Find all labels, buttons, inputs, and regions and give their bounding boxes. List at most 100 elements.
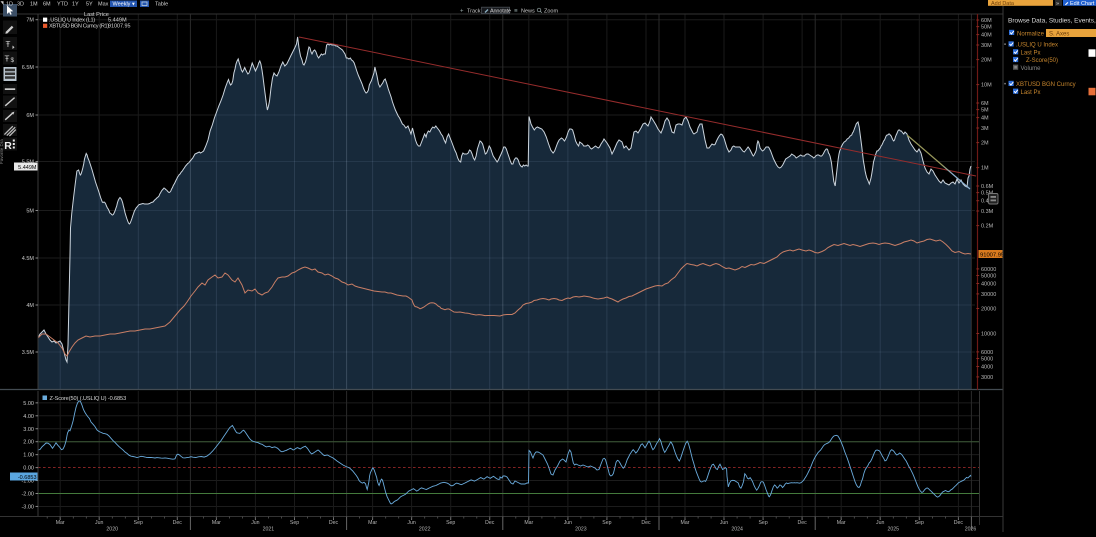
svg-text:30000: 30000 (981, 292, 996, 298)
svg-text:.USLIQ U Index: .USLIQ U Index (1016, 43, 1058, 49)
svg-text:Dec: Dec (485, 520, 495, 526)
svg-text:0.4M: 0.4M (981, 199, 994, 205)
svg-text:2025: 2025 (888, 527, 900, 533)
svg-text:0.3M: 0.3M (981, 209, 994, 215)
svg-text:Zoom: Zoom (544, 8, 558, 14)
svg-text:20M: 20M (981, 58, 992, 64)
svg-text:0.2M: 0.2M (981, 224, 994, 230)
svg-text:»: » (1056, 1, 1059, 7)
svg-text:R: R (4, 140, 12, 152)
svg-text:2M: 2M (981, 141, 989, 147)
svg-text:Dec: Dec (954, 520, 964, 526)
svg-text:1Y: 1Y (72, 2, 79, 8)
svg-text:2024: 2024 (731, 527, 743, 533)
svg-text:Last Px: Last Px (1021, 90, 1041, 96)
svg-text:30M: 30M (981, 43, 992, 49)
svg-text:$: $ (11, 57, 15, 64)
svg-text:40M: 40M (981, 33, 992, 39)
svg-text:5.449M: 5.449M (18, 165, 37, 171)
svg-text:50M: 50M (981, 25, 992, 31)
svg-text:Browse Data, Studies, Events,: Browse Data, Studies, Events, et (1008, 18, 1096, 25)
svg-text:4M: 4M (26, 303, 34, 309)
svg-text:Dec: Dec (329, 520, 339, 526)
svg-text:0.5M: 0.5M (981, 191, 994, 197)
svg-text:XBTUSD BGN Curncy (R1): XBTUSD BGN Curncy (R1) (49, 24, 109, 30)
svg-text:7M: 7M (26, 18, 34, 24)
svg-text:Mar: Mar (212, 520, 221, 526)
svg-text:•: • (1004, 43, 1006, 49)
svg-text:-0.6853: -0.6853 (18, 475, 37, 481)
svg-text:Mar: Mar (368, 520, 377, 526)
svg-text:-1.00: -1.00 (21, 479, 34, 485)
svg-text:60000: 60000 (981, 267, 996, 273)
svg-text:-3.00: -3.00 (21, 504, 34, 510)
svg-text:6.5M: 6.5M (22, 65, 35, 71)
svg-text:XBTUSD BGN Curncy: XBTUSD BGN Curncy (1016, 82, 1076, 88)
svg-text:Z-Score(50) (.USLIQ U) -0.685: Z-Score(50) (.USLIQ U) -0.6853 (50, 396, 127, 402)
svg-text:3000: 3000 (981, 375, 993, 381)
svg-text:•: • (1004, 82, 1006, 88)
svg-text:Last Price: Last Price (84, 12, 109, 18)
svg-text:5M: 5M (981, 108, 989, 114)
svg-text:Dec: Dec (641, 520, 651, 526)
svg-text:40000: 40000 (981, 282, 996, 288)
svg-text:60M: 60M (981, 18, 992, 24)
svg-text:4.5M: 4.5M (22, 256, 35, 262)
svg-text:Mar: Mar (56, 520, 65, 526)
svg-text:Annotate: Annotate (490, 8, 511, 14)
svg-text:Sep: Sep (602, 520, 611, 526)
svg-text:2021: 2021 (263, 527, 275, 533)
svg-text:5000: 5000 (981, 357, 993, 363)
svg-text:6M: 6M (981, 101, 989, 107)
svg-text:Weekly ▾: Weekly ▾ (113, 2, 135, 8)
svg-text:91007.95: 91007.95 (108, 24, 130, 30)
svg-text:0.6M: 0.6M (981, 184, 994, 190)
svg-text:91007.95: 91007.95 (980, 253, 1004, 259)
svg-text:3M: 3M (981, 126, 989, 132)
svg-text:Favorite Dra: Favorite Dra (0, 139, 4, 164)
svg-text:+: + (460, 8, 464, 14)
svg-text:Volume: Volume (1021, 66, 1042, 72)
svg-text:50000: 50000 (981, 274, 996, 280)
svg-text:Dec: Dec (173, 520, 183, 526)
svg-text:S. Axes: S. Axes (1049, 31, 1069, 37)
svg-text:Jun: Jun (407, 520, 415, 526)
svg-text:5M: 5M (26, 209, 34, 215)
svg-text:1M: 1M (30, 2, 38, 8)
svg-text:6M: 6M (43, 2, 51, 8)
svg-text:5Y: 5Y (86, 2, 93, 8)
svg-text:Jun: Jun (720, 520, 728, 526)
svg-text:3.00: 3.00 (23, 427, 34, 433)
svg-text:Jun: Jun (251, 520, 259, 526)
svg-text:Edit Chart: Edit Chart (1070, 1, 1095, 7)
svg-text:Sep: Sep (446, 520, 455, 526)
svg-text:10000: 10000 (981, 332, 996, 338)
svg-text:10M: 10M (981, 83, 992, 89)
svg-text:Normalize: Normalize (1017, 31, 1045, 37)
svg-text:Z-Score(50): Z-Score(50) (1026, 58, 1058, 64)
svg-text:2022: 2022 (419, 527, 431, 533)
svg-text:Table: Table (155, 2, 168, 8)
svg-text:5.449M: 5.449M (108, 18, 127, 24)
svg-text:Ŧ: Ŧ (6, 40, 11, 49)
svg-text:2023: 2023 (575, 527, 587, 533)
svg-text:4.00: 4.00 (23, 414, 34, 420)
svg-text:4000: 4000 (981, 365, 993, 371)
svg-text:Sep: Sep (290, 520, 299, 526)
svg-text:Mar: Mar (681, 520, 690, 526)
svg-text:Last Px: Last Px (1021, 50, 1041, 56)
svg-text:Sep: Sep (915, 520, 924, 526)
svg-text:≡: ≡ (514, 8, 518, 14)
svg-text:20000: 20000 (981, 307, 996, 313)
svg-text:Jun: Jun (564, 520, 572, 526)
svg-text:Jun: Jun (95, 520, 103, 526)
svg-text:3D: 3D (17, 2, 24, 8)
svg-text:YTD: YTD (57, 2, 68, 8)
svg-text:6000: 6000 (981, 350, 993, 356)
svg-text:2020: 2020 (106, 527, 118, 533)
svg-text:Jun: Jun (876, 520, 884, 526)
svg-text:0.00: 0.00 (23, 466, 34, 472)
svg-text:1M: 1M (981, 166, 989, 172)
svg-text:Sep: Sep (758, 520, 767, 526)
svg-text:Track: Track (467, 8, 481, 14)
